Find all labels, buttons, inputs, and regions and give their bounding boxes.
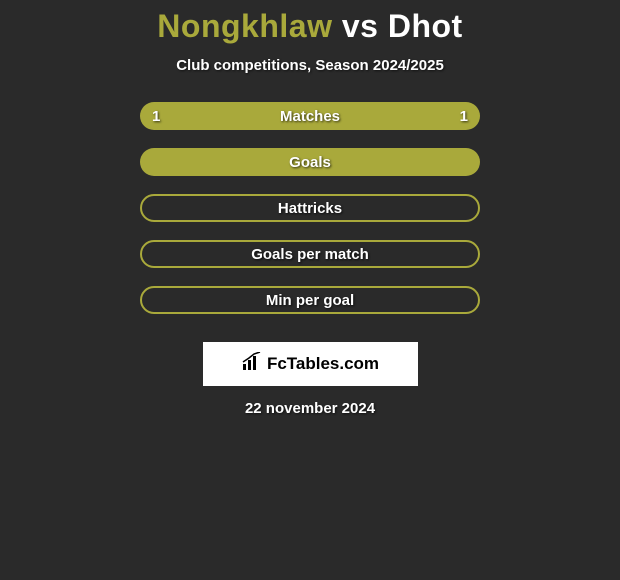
date: 22 november 2024 [245,400,375,417]
stats-rows: 1 Matches 1 Goals Hattricks Goals per match Mi… [140,102,480,332]
logo-box: FcTables.com [203,342,418,386]
logo: FcTables.com [241,352,379,377]
chart-icon [241,352,263,377]
stat-bar: Goals per match [140,240,480,268]
stat-bar: 1 Matches 1 [140,102,480,130]
stat-value-left: 1 [152,108,160,125]
title-player2: Dhot [388,8,463,44]
stat-label: Matches [280,108,340,125]
stat-value-right: 1 [460,108,468,125]
stat-label: Min per goal [266,292,354,309]
stat-label: Goals per match [251,246,369,263]
subtitle: Club competitions, Season 2024/2025 [176,57,444,74]
stat-bar: Goals [140,148,480,176]
stat-label: Hattricks [278,200,342,217]
title: Nongkhlaw vs Dhot [157,8,462,45]
stat-row: Hattricks [140,194,480,222]
stat-row: Goals per match [140,240,480,268]
stat-bar: Min per goal [140,286,480,314]
stat-label: Goals [289,154,331,171]
comparison-infographic: Nongkhlaw vs Dhot Club competitions, Sea… [0,0,620,417]
stat-bar: Hattricks [140,194,480,222]
stat-row: Min per goal [140,286,480,314]
logo-text: FcTables.com [267,354,379,374]
title-player1: Nongkhlaw [157,8,332,44]
stat-row: 1 Matches 1 [140,102,480,130]
stat-row: Goals [140,148,480,176]
title-vs: vs [342,8,379,44]
